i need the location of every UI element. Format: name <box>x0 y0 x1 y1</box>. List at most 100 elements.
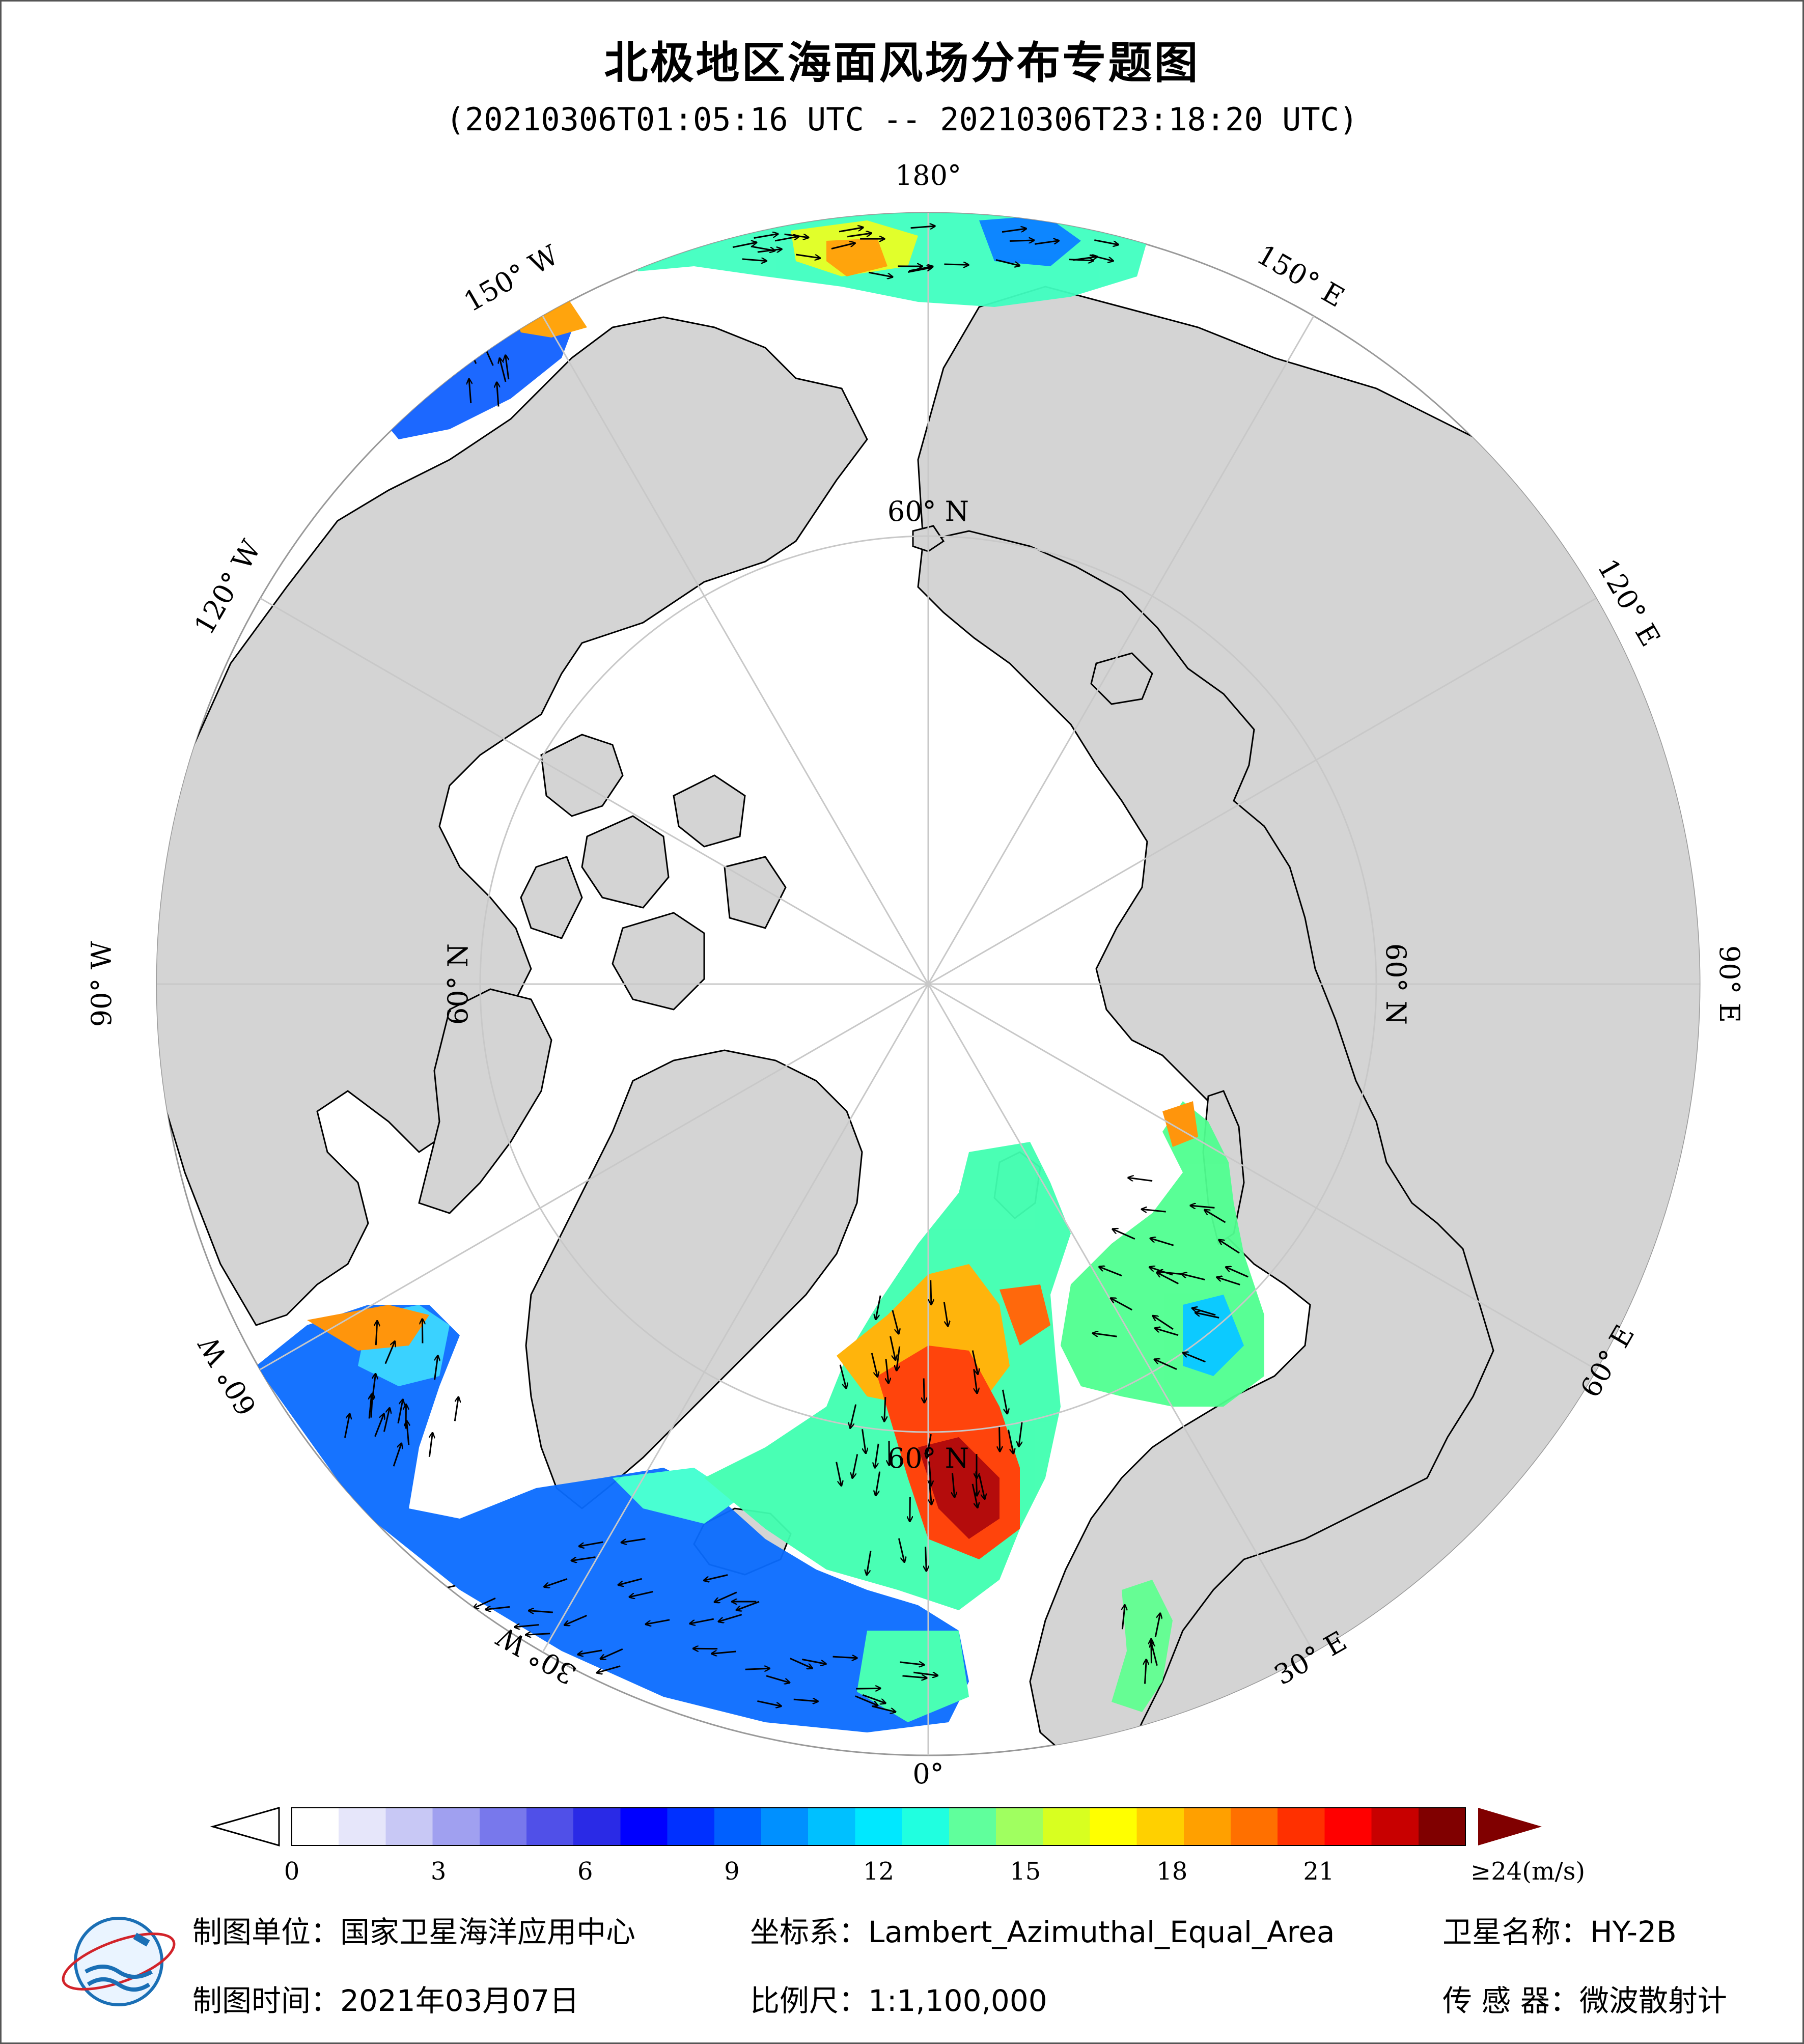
wind-arrow <box>943 1302 948 1326</box>
wind-arrow <box>907 267 932 273</box>
lon-label-90e: 90° E <box>1713 945 1745 1023</box>
wind-arrow <box>1122 1605 1125 1630</box>
swath-labrador <box>256 1305 969 1732</box>
wind-arrow <box>372 1374 376 1398</box>
land-arctic-archipelago-4 <box>520 856 583 939</box>
wind-arrow <box>972 1483 978 1508</box>
land-baffin-island <box>418 988 552 1214</box>
wind-arrow <box>876 1471 881 1496</box>
colorbar-tick-label: 18 <box>1156 1857 1188 1886</box>
wind-arrow <box>506 355 510 380</box>
wind-arrow <box>411 323 420 347</box>
wind-arrow <box>1157 1272 1182 1274</box>
graticule <box>157 213 1700 1755</box>
wind-arrow <box>718 1614 742 1622</box>
footer-scale: 比例尺：1:1,100,000 <box>750 1983 1047 2018</box>
wind-arrow <box>897 1346 901 1371</box>
wind-arrow <box>690 1618 714 1623</box>
wind-arrow <box>384 1341 395 1364</box>
wind-arrow <box>1113 1229 1135 1240</box>
wind-arrow <box>437 358 439 383</box>
wind-arrow <box>344 1414 349 1438</box>
wind-arrow <box>1181 1274 1206 1281</box>
lat-label-60n-right: 60° N <box>1380 943 1412 1025</box>
wind-arrow <box>852 1454 858 1478</box>
wind-arrow <box>850 1404 857 1429</box>
colorbar-tick-label: 6 <box>577 1857 593 1886</box>
wind-arrow <box>927 1434 932 1458</box>
wind-arrow <box>979 1475 985 1499</box>
meridian-60e <box>928 983 1597 1370</box>
wind-arrow <box>801 1658 826 1664</box>
wind-arrow <box>736 1601 760 1610</box>
wind-arrow <box>1150 1238 1174 1246</box>
wind-arrow <box>571 1556 596 1561</box>
lon-label-180: 180° <box>895 159 961 191</box>
lat-label-60n-top: 60° N <box>887 495 969 527</box>
wind-arrow <box>839 1364 846 1388</box>
land-arctic-archipelago-2 <box>581 815 670 909</box>
wind-arrow <box>407 1420 409 1445</box>
wind-arrow <box>796 254 820 258</box>
wind-arrow <box>1195 1312 1219 1319</box>
meridian-120e <box>928 597 1597 985</box>
wind-arrow <box>774 236 799 242</box>
land-siberian-islands <box>1090 652 1153 705</box>
wind-arrow <box>836 1462 842 1486</box>
wind-arrow <box>711 1651 736 1654</box>
lon-label-150w: 150° W <box>458 239 564 318</box>
lon-label-0: 0° <box>912 1758 943 1790</box>
wind-arrow <box>831 243 855 249</box>
wind-arrow <box>420 1638 444 1642</box>
wind-arrow <box>1093 1333 1117 1337</box>
lat-label-60n-left: 60° N <box>442 943 474 1025</box>
nsoas-logo <box>62 1917 176 2006</box>
wind-arrow <box>383 1408 390 1432</box>
wind-arrow <box>1145 1659 1146 1684</box>
wind-arrow <box>383 365 387 389</box>
wind-arrow <box>884 1397 885 1421</box>
wind-arrow <box>1002 229 1026 233</box>
wind-arrow <box>497 382 498 407</box>
meridian-150e <box>927 316 1315 985</box>
wind-arrow <box>742 259 767 261</box>
wind-arrow <box>867 1551 872 1575</box>
colorbar-under-triangle <box>210 1807 280 1846</box>
wind-arrow <box>1035 241 1059 245</box>
wind-arrow <box>1192 1308 1216 1316</box>
wind-arrow <box>902 1676 927 1678</box>
colorbar-tick-label: 9 <box>724 1857 740 1886</box>
wind-arrow <box>564 1614 588 1625</box>
wind-arrow <box>469 379 471 404</box>
wind-arrow <box>1219 1240 1240 1254</box>
wind-arrow <box>1204 1210 1226 1223</box>
land-greenland <box>525 1049 863 1509</box>
wind-arrow <box>876 1295 881 1320</box>
wind-arrow <box>754 234 778 239</box>
wind-arrow <box>428 1433 432 1457</box>
wind-arrow <box>578 1649 602 1655</box>
wind-arrow <box>856 1688 880 1689</box>
wind-arrow <box>525 1634 550 1635</box>
wind-arrow <box>374 1414 384 1437</box>
wind-arrow <box>1154 1613 1160 1638</box>
meridian-150w <box>542 316 929 985</box>
wind-arrow <box>579 1541 603 1546</box>
wind-arrow <box>376 1321 377 1346</box>
colorbar-tick-label: 12 <box>863 1857 895 1886</box>
wind-arrow <box>1094 239 1118 245</box>
wind-arrow <box>913 1671 938 1675</box>
wind-arrow <box>910 226 935 228</box>
wind-arrow <box>704 1574 728 1581</box>
wind-arrow <box>745 1668 770 1669</box>
wind-arrow <box>621 1538 646 1543</box>
wind-arrow <box>972 1350 978 1375</box>
wind-arrow <box>473 1598 496 1608</box>
wind-arrow <box>862 1429 866 1453</box>
wind-arrow <box>394 1622 419 1623</box>
footer-sensor: 传 感 器：微波散射计 <box>1442 1983 1727 2018</box>
wind-arrow <box>929 1461 931 1486</box>
colorbar-bar <box>291 1807 1466 1846</box>
wind-arrow <box>839 228 863 233</box>
